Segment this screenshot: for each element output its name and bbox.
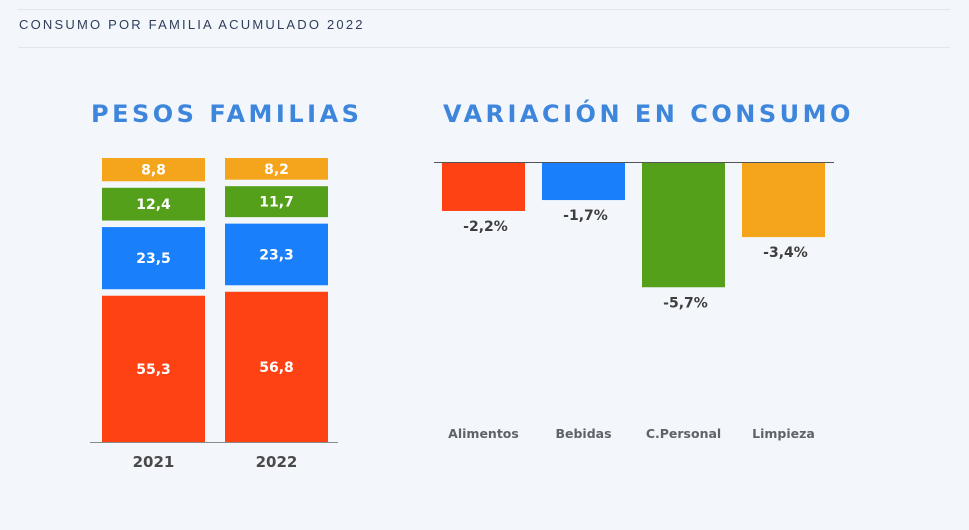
bar-segment-cpersonal-2022 [225, 186, 328, 218]
x-tick-label: Bebidas [555, 426, 611, 441]
data-label: -1,7% [563, 208, 608, 224]
segment-label: 56,8 [259, 360, 294, 376]
bar-alimentos [442, 163, 525, 211]
x-tick-label: C.Personal [646, 426, 721, 441]
data-label: -2,2% [463, 219, 508, 235]
bar-cpersonal [642, 163, 725, 288]
stacked-bar-chart: 55,3 23,5 12,4 8,8 2021 56,8 23,3 11,7 8,2 2022 [90, 158, 338, 471]
variation-bar-chart: -2,2% Alimentos -1,7% Bebidas -5,7% C.Persona… [434, 162, 834, 441]
segment-label: 23,3 [259, 247, 294, 263]
bar-limpieza [742, 163, 825, 238]
x-tick-label: Alimentos [448, 426, 519, 441]
bar-segment-limpieza-2021 [102, 158, 205, 182]
top-divider [18, 9, 950, 10]
x-tick-label: 2021 [133, 453, 175, 471]
bar-segment-alimentos-2021 [102, 295, 205, 442]
segment-label: 55,3 [136, 362, 171, 378]
segment-label: 8,2 [264, 162, 289, 178]
data-label: -3,4% [763, 245, 808, 261]
variation-chart-title: VARIACIÓN EN CONSUMO [443, 100, 854, 128]
bar-segment-limpieza-2022 [225, 158, 328, 180]
segment-label: 23,5 [136, 251, 171, 267]
header-divider [18, 47, 950, 48]
bar-segment-bebidas-2022 [225, 223, 328, 286]
page-title: CONSUMO POR FAMILIA ACUMULADO 2022 [19, 17, 365, 32]
segment-label: 12,4 [136, 197, 171, 213]
stacked-chart-title: PESOS FAMILIAS [91, 100, 363, 128]
bar-bebidas [542, 163, 625, 201]
segment-label: 11,7 [259, 195, 294, 211]
x-tick-label: 2022 [256, 453, 298, 471]
bar-segment-alimentos-2022 [225, 291, 328, 442]
bar-segment-cpersonal-2021 [102, 187, 205, 221]
data-label: -5,7% [663, 295, 708, 311]
x-tick-label: Limpieza [752, 426, 815, 441]
segment-label: 8,8 [141, 163, 166, 179]
bar-segment-bebidas-2021 [102, 227, 205, 290]
